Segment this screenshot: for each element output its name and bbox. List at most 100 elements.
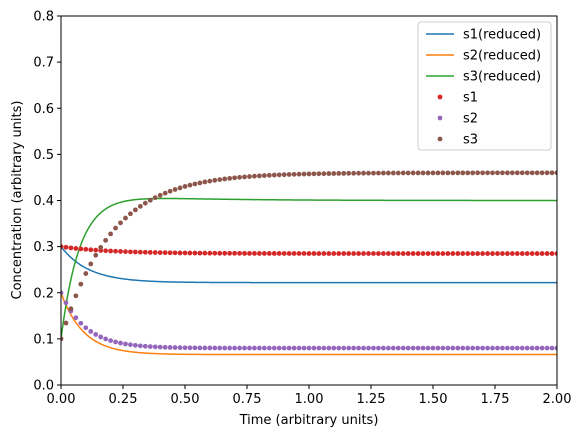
point-s3 [524,170,530,176]
point-s1 [385,251,391,256]
point-s1 [445,251,451,256]
point-s3 [480,170,485,176]
axes-layer: 0.00 0.25 0.50 0.75 1.00 1.25 1.50 1.75 2.00 0.0 0… [33,10,571,408]
point-s2 [311,345,317,351]
point-s3 [509,170,515,176]
point-s2 [271,345,277,351]
point-s2 [455,345,461,351]
point-s1 [405,251,411,256]
point-s2 [61,290,64,296]
point-s3 [519,170,525,176]
point-s1 [227,250,233,256]
point-s2 [301,345,307,351]
point-s3 [212,177,218,183]
point-s2 [162,344,168,350]
point-s2 [420,345,426,351]
point-s3 [311,171,317,177]
y-axis-label: Concentration (arbitrary units) [10,101,25,300]
point-s1 [440,251,446,256]
point-s3 [514,170,520,176]
legend-label-s1: s1 [463,91,478,106]
y-tick-label: 0.0 [33,379,54,394]
point-s2 [296,345,302,351]
point-s1 [306,251,312,256]
point-s3 [485,170,490,176]
point-s1 [271,251,277,256]
point-s2 [63,300,69,306]
point-s3 [157,192,163,198]
point-s3 [63,320,69,326]
point-s2 [242,345,247,351]
point-s1 [276,251,282,256]
point-s3 [276,172,282,178]
point-s1 [202,250,208,256]
point-s3 [286,172,292,177]
point-s1 [187,250,193,256]
point-s3 [182,184,188,189]
point-s1 [296,251,302,256]
point-s3 [420,170,426,176]
point-s1 [93,247,99,253]
point-s3 [326,171,332,176]
point-s3 [440,170,446,176]
point-s2 [405,345,411,351]
y-tick-label: 0.2 [33,286,54,301]
point-s1 [212,250,218,256]
point-s2 [539,345,545,351]
point-s2 [177,345,183,351]
point-s2 [346,345,352,351]
point-s3 [425,170,431,176]
point-s2 [133,342,138,348]
point-s3 [247,174,252,179]
point-s2 [187,345,193,351]
point-s3 [321,171,327,177]
point-s3 [445,170,451,176]
point-s3 [113,225,118,231]
series-s1 [61,244,557,256]
point-s3 [291,171,297,177]
y-tick-label: 0.6 [33,102,54,117]
point-s2 [252,345,257,351]
point-s2 [281,345,287,351]
point-s1 [519,251,525,256]
point-s3 [356,170,361,176]
point-s3 [137,203,143,209]
point-s3 [475,170,481,176]
point-s3 [371,170,376,176]
y-tick-label: 0.4 [33,194,54,209]
legend-label-s3: s3 [463,133,478,148]
point-s1 [232,250,238,256]
point-s3 [400,170,406,176]
point-s3 [142,200,148,206]
point-s2 [93,332,99,337]
point-s2 [257,345,262,351]
point-s2 [123,341,128,347]
point-s3 [68,306,74,312]
point-s2 [118,340,123,346]
y-tick-label: 0.8 [33,10,54,25]
point-s2 [356,345,361,351]
point-s3 [147,197,153,203]
point-s1 [420,251,426,256]
point-s2 [351,345,357,351]
point-s2 [316,345,322,351]
legend-swatch-s3 [437,136,443,142]
x-tick-label: 0.25 [109,392,138,407]
line-s1(reduced) [61,246,557,284]
point-s1 [266,251,272,256]
point-s3 [549,170,555,176]
legend-label-s1(reduced): s1(reduced) [463,28,541,43]
point-s3 [331,171,337,176]
point-s2 [261,345,267,351]
point-s2 [237,345,242,351]
point-s2 [78,320,84,326]
x-tick-label: 1.25 [357,392,386,407]
point-s2 [390,345,396,351]
y-tick-label: 0.3 [33,240,54,255]
point-s2 [341,345,347,351]
point-s3 [237,174,242,180]
point-s3 [222,176,228,182]
point-s3 [78,281,84,287]
point-s2 [395,345,401,351]
